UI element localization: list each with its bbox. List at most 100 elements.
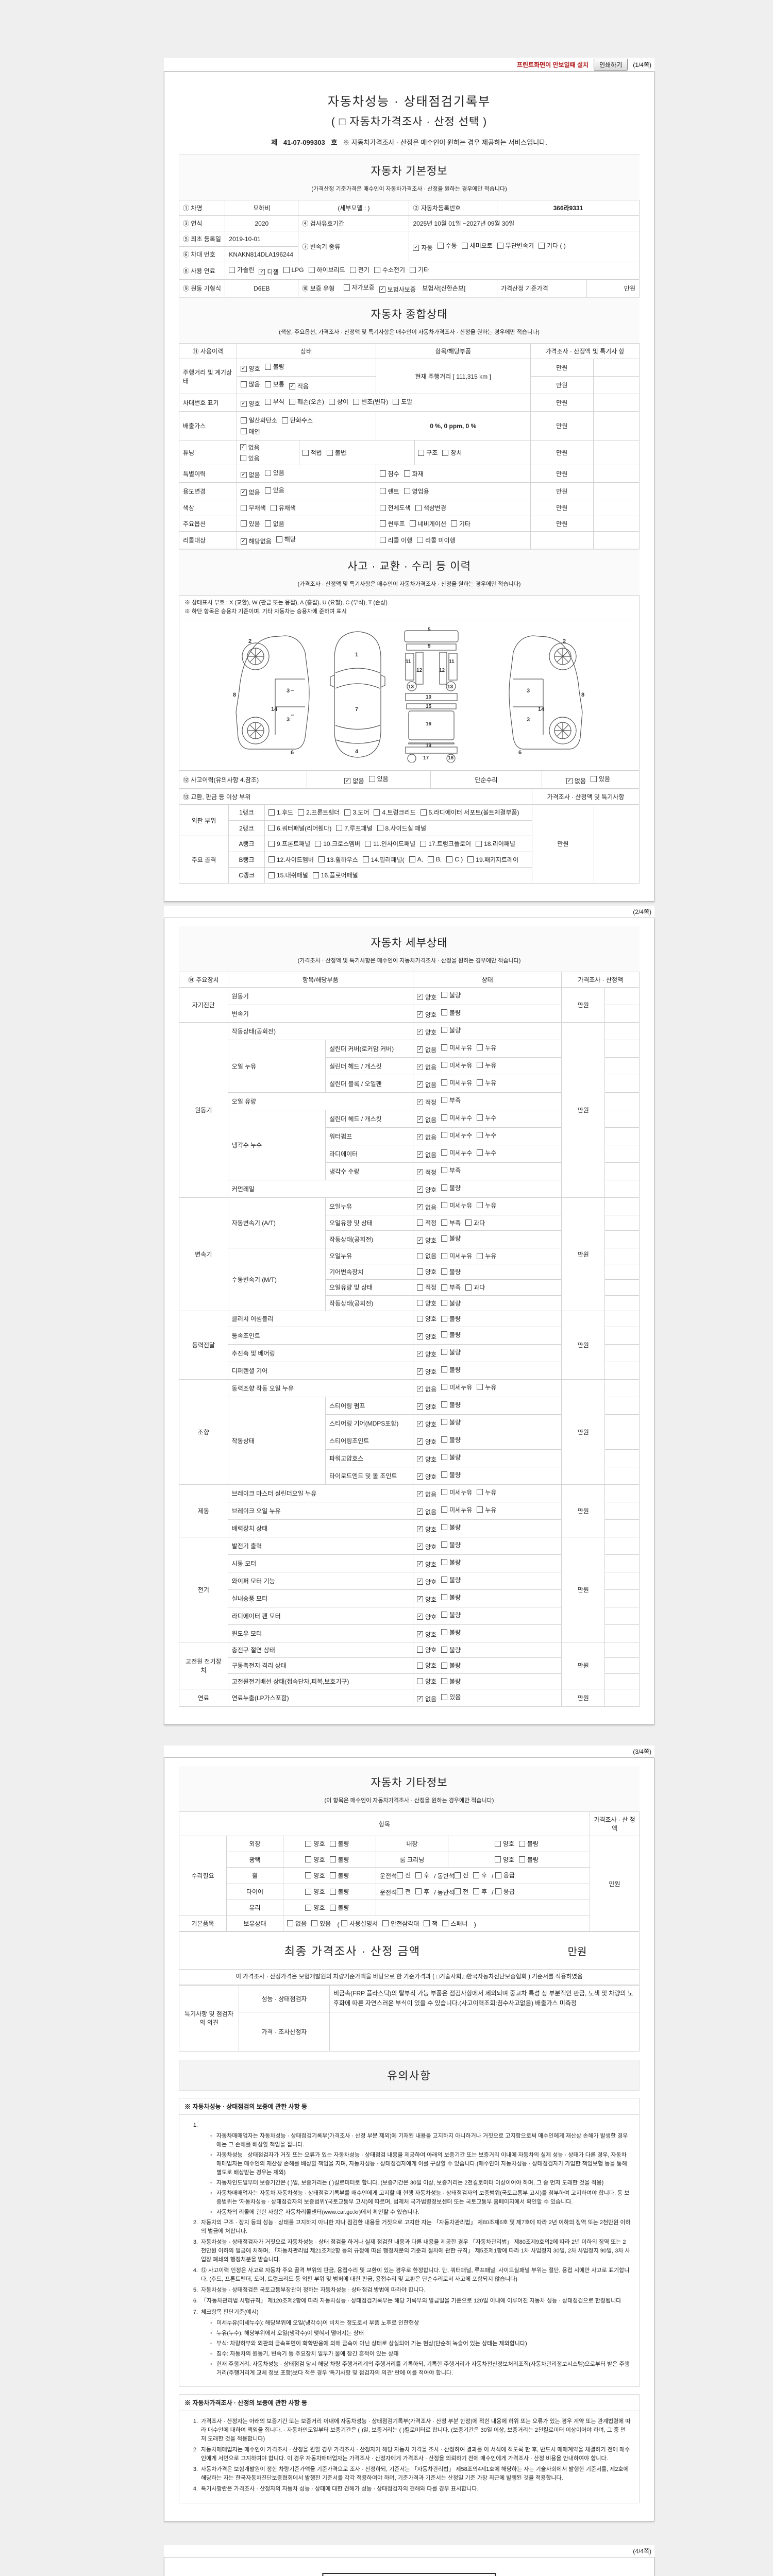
checkbox[interactable]: ✓ bbox=[417, 1237, 424, 1244]
checkbox[interactable] bbox=[417, 537, 424, 544]
checkbox[interactable]: ✓ bbox=[259, 268, 265, 275]
checkbox[interactable] bbox=[287, 1920, 293, 1926]
checkbox-option[interactable]: ✓ 없음 bbox=[417, 1150, 436, 1159]
checkbox-option[interactable]: 불량 bbox=[441, 1540, 461, 1549]
checkbox-option[interactable]: ✓ 양호 bbox=[417, 1595, 436, 1604]
checkbox[interactable] bbox=[404, 488, 410, 495]
checkbox[interactable] bbox=[497, 242, 503, 249]
checkbox-option[interactable]: 불량 bbox=[519, 1855, 539, 1864]
checkbox-option[interactable]: ✓ 양호 bbox=[417, 1543, 436, 1551]
checkbox-option[interactable]: 불량 bbox=[441, 1026, 461, 1035]
checkbox[interactable] bbox=[461, 242, 468, 249]
checkbox-option[interactable]: ✓ 양호 bbox=[417, 993, 436, 1002]
checkbox[interactable] bbox=[441, 1167, 448, 1173]
checkbox-option[interactable]: 전 bbox=[397, 1871, 411, 1879]
checkbox[interactable] bbox=[477, 1062, 483, 1068]
checkbox[interactable] bbox=[240, 428, 247, 434]
checkbox[interactable] bbox=[281, 417, 288, 423]
checkbox-option[interactable]: 13.휠하우스 bbox=[318, 855, 358, 864]
checkbox[interactable] bbox=[441, 1235, 448, 1242]
checkbox[interactable] bbox=[495, 1872, 501, 1878]
checkbox[interactable]: ✓ bbox=[240, 538, 247, 545]
checkbox-option[interactable]: 가솔린 bbox=[229, 265, 254, 274]
checkbox[interactable] bbox=[442, 449, 449, 456]
checkbox-option[interactable]: ✓ 양호 bbox=[417, 1525, 436, 1534]
checkbox-option[interactable]: 적법 bbox=[302, 448, 322, 457]
checkbox[interactable] bbox=[305, 1888, 312, 1895]
checkbox-option[interactable]: ✓ 양호 bbox=[417, 1185, 436, 1194]
checkbox[interactable] bbox=[477, 1489, 483, 1495]
checkbox-option[interactable]: 불량 bbox=[441, 1558, 461, 1567]
checkbox-option[interactable]: 양호 bbox=[417, 1677, 436, 1686]
checkbox[interactable]: ✓ bbox=[417, 1579, 424, 1585]
checkbox[interactable] bbox=[441, 1612, 448, 1618]
checkbox-option[interactable]: 미세누유 bbox=[441, 1061, 472, 1070]
checkbox-option[interactable]: 양호 bbox=[305, 1887, 325, 1896]
checkbox[interactable] bbox=[329, 1872, 336, 1878]
checkbox[interactable] bbox=[441, 1629, 448, 1635]
checkbox-option[interactable]: 전 bbox=[397, 1887, 411, 1896]
checkbox-option[interactable]: ✓ 적정 bbox=[417, 1168, 436, 1177]
checkbox-option[interactable]: 일산화탄소 bbox=[240, 416, 277, 425]
checkbox-option[interactable]: 양호 bbox=[417, 1267, 436, 1276]
checkbox[interactable] bbox=[336, 825, 343, 831]
checkbox-option[interactable]: 부족 bbox=[441, 1096, 461, 1105]
checkbox-option[interactable]: ✓ 적정 bbox=[417, 1098, 436, 1107]
checkbox-option[interactable]: 불량 bbox=[441, 1183, 461, 1192]
checkbox-option[interactable]: ✓ 보험사보증 bbox=[379, 285, 416, 294]
checkbox[interactable] bbox=[240, 417, 247, 423]
checkbox[interactable] bbox=[349, 266, 356, 273]
checkbox-option[interactable]: ✓ 없음 bbox=[417, 1133, 436, 1142]
checkbox[interactable] bbox=[240, 520, 247, 527]
checkbox-option[interactable]: 불량 bbox=[441, 1267, 461, 1276]
checkbox[interactable] bbox=[441, 1384, 448, 1390]
checkbox[interactable] bbox=[329, 1904, 336, 1911]
checkbox[interactable] bbox=[441, 1331, 448, 1337]
checkbox[interactable] bbox=[329, 1888, 336, 1895]
checkbox[interactable] bbox=[441, 1300, 448, 1306]
checkbox-option[interactable]: ✓ 양호 bbox=[417, 1028, 436, 1037]
checkbox[interactable] bbox=[441, 1541, 448, 1548]
checkbox-option[interactable]: 응급 bbox=[495, 1887, 515, 1896]
checkbox[interactable] bbox=[441, 1219, 448, 1226]
checkbox-option[interactable]: 양호 bbox=[305, 1855, 325, 1864]
checkbox-option[interactable]: 불량 bbox=[329, 1887, 349, 1896]
checkbox-option[interactable]: 누유 bbox=[477, 1043, 496, 1052]
checkbox-option[interactable]: A, bbox=[409, 856, 423, 863]
checkbox[interactable] bbox=[465, 1284, 472, 1291]
checkbox[interactable]: ✓ bbox=[417, 1526, 424, 1532]
checkbox-option[interactable]: 잭 bbox=[424, 1919, 438, 1928]
checkbox[interactable]: ✓ bbox=[417, 1386, 424, 1392]
checkbox-option[interactable]: 하이브리드 bbox=[308, 265, 345, 274]
checkbox[interactable] bbox=[417, 1678, 424, 1684]
checkbox[interactable] bbox=[473, 1872, 480, 1878]
checkbox[interactable] bbox=[240, 504, 247, 511]
checkbox-option[interactable]: ✓ 양호 bbox=[417, 1472, 436, 1481]
checkbox-option[interactable]: 썬루프 bbox=[379, 519, 405, 528]
checkbox[interactable]: ✓ bbox=[417, 1561, 424, 1567]
checkbox[interactable] bbox=[264, 381, 271, 387]
checkbox[interactable]: ✓ bbox=[417, 1333, 424, 1340]
checkbox-option[interactable]: 있음 bbox=[311, 1919, 331, 1928]
checkbox-option[interactable]: 양호 bbox=[494, 1839, 514, 1848]
checkbox[interactable] bbox=[441, 1252, 448, 1259]
checkbox-option[interactable]: 11.인사이드패널 bbox=[365, 839, 415, 848]
checkbox-option[interactable]: 변조(변타) bbox=[353, 397, 388, 406]
checkbox-option[interactable]: 불량 bbox=[441, 1330, 461, 1339]
checkbox-option[interactable]: ✓ 양호 bbox=[417, 1437, 436, 1446]
checkbox-option[interactable]: 양호 bbox=[494, 1855, 514, 1864]
checkbox-option[interactable]: ✓ 없음 bbox=[417, 1080, 436, 1089]
checkbox[interactable]: ✓ bbox=[417, 1509, 424, 1515]
checkbox-option[interactable]: ✓ 양호 bbox=[417, 1332, 436, 1341]
checkbox-option[interactable]: 불량 bbox=[329, 1871, 349, 1880]
checkbox-option[interactable]: 19.패키지트레이 bbox=[467, 855, 518, 864]
checkbox[interactable] bbox=[268, 825, 275, 831]
checkbox[interactable] bbox=[441, 1202, 448, 1208]
checkbox[interactable] bbox=[379, 470, 386, 477]
checkbox[interactable]: ✓ bbox=[417, 1064, 424, 1070]
checkbox-option[interactable]: 8.사이드실 패널 bbox=[377, 824, 426, 833]
checkbox[interactable] bbox=[441, 1184, 448, 1191]
checkbox[interactable]: ✓ bbox=[417, 1169, 424, 1175]
checkbox[interactable]: ✓ bbox=[417, 1421, 424, 1427]
checkbox-option[interactable]: 무단변속기 bbox=[497, 241, 534, 250]
